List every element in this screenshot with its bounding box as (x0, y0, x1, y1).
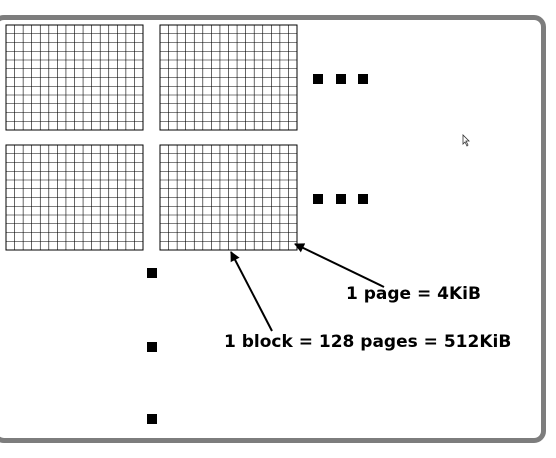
ellipsis-vertical-icon (147, 414, 157, 424)
ellipsis-vertical-icon (147, 268, 157, 278)
ellipsis-vertical-icon (147, 342, 157, 352)
block-grid (5, 144, 144, 251)
page-arrow-icon (294, 243, 385, 288)
block-grid (5, 24, 144, 131)
ellipsis-horizontal-icon (313, 74, 323, 84)
page-size-label: 1 page = 4KiB (346, 284, 481, 304)
block-grid (159, 24, 298, 131)
ellipsis-horizontal-icon (336, 194, 346, 204)
block-size-label: 1 block = 128 pages = 512KiB (224, 332, 512, 352)
ellipsis-horizontal-icon (336, 74, 346, 84)
ellipsis-horizontal-icon (358, 74, 368, 84)
block-arrow-icon (230, 251, 273, 332)
mouse-cursor-icon (462, 134, 470, 147)
ellipsis-horizontal-icon (358, 194, 368, 204)
block-grid (159, 144, 298, 251)
ellipsis-horizontal-icon (313, 194, 323, 204)
